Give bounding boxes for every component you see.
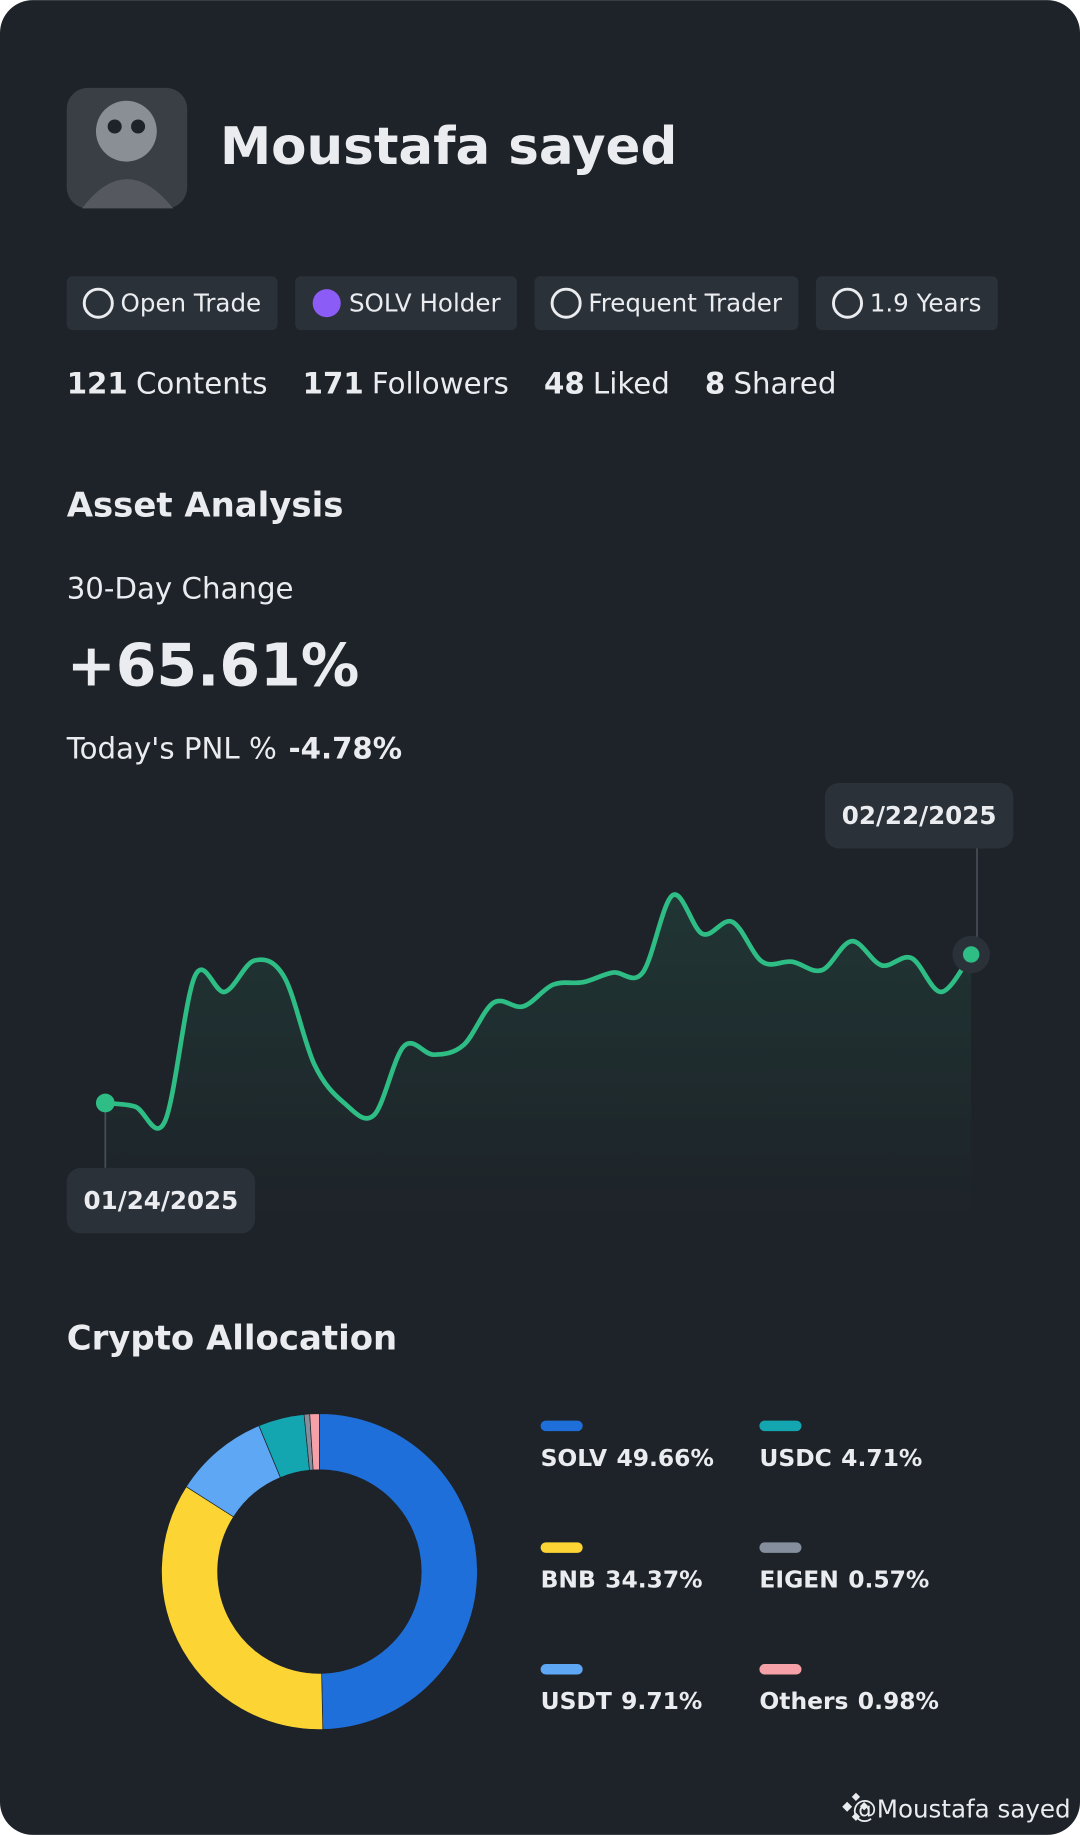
badge-background <box>534 276 799 331</box>
start-point <box>95 1093 115 1113</box>
change-value: +65.61% <box>67 632 360 700</box>
section-title: Asset Analysis <box>67 486 344 525</box>
change-label: 30-Day Change <box>67 571 294 605</box>
legend-swatch <box>759 1542 802 1553</box>
date-tooltip <box>66 1167 256 1234</box>
footer-logo <box>842 1792 869 1821</box>
stat-label: Shared <box>733 367 836 401</box>
badge-icon <box>832 287 864 319</box>
badge-label: SOLV Holder <box>349 288 502 317</box>
stat-count: 171 <box>303 367 364 401</box>
legend-name: SOLV <box>541 1444 608 1472</box>
badge-background <box>66 276 278 331</box>
date-tooltip <box>824 782 1014 849</box>
legend-name: EIGEN <box>759 1565 838 1593</box>
end-point <box>962 946 980 963</box>
legend-value: 49.66% <box>616 1444 713 1472</box>
stat-label: Followers <box>372 367 509 401</box>
legend-name: USDC <box>759 1444 831 1472</box>
badge-icon <box>312 289 341 318</box>
legend-swatch <box>759 1664 802 1675</box>
legend-value: 34.37% <box>605 1565 702 1593</box>
profile-name: Moustafa sayed <box>220 117 677 177</box>
pnl-label: Today's PNL % <box>66 732 277 766</box>
pnl-value: -4.78% <box>288 732 402 766</box>
legend-value: 4.71% <box>841 1444 922 1472</box>
end-date: 02/22/2025 <box>842 801 997 830</box>
badge: SOLV Holder <box>295 276 517 331</box>
donut-segment <box>319 1413 478 1730</box>
avatar <box>66 87 188 209</box>
badge: Open Trade <box>66 276 278 331</box>
stat-label: Liked <box>593 367 670 401</box>
legend-swatch <box>540 1420 583 1432</box>
section-title: Crypto Allocation <box>67 1319 397 1358</box>
badge: Frequent Trader <box>534 276 799 331</box>
line-area <box>105 894 972 1218</box>
badge: 1.9 Years <box>815 276 998 331</box>
badge-icon <box>550 287 582 319</box>
legend-name: BNB <box>541 1565 596 1593</box>
legend-value: 9.71% <box>621 1687 702 1715</box>
legend-swatch <box>540 1542 583 1553</box>
legend-name: Others <box>759 1687 848 1715</box>
legend-value: 0.98% <box>858 1687 939 1715</box>
start-date: 01/24/2025 <box>84 1186 239 1215</box>
donut-segment <box>309 1413 320 1471</box>
legend-swatch <box>540 1664 583 1675</box>
badge-label: 1.9 Years <box>870 288 982 317</box>
legend-name: USDT <box>541 1687 612 1715</box>
badge-background <box>295 276 517 331</box>
badge-label: Open Trade <box>121 288 262 317</box>
legend-value: 0.57% <box>848 1565 929 1593</box>
stat-count: 48 <box>544 367 585 401</box>
badge-icon <box>82 287 114 319</box>
stat-label: Contents <box>136 367 268 401</box>
footer-handle: @Moustafa sayed <box>852 1794 1070 1823</box>
badge-background <box>815 276 998 331</box>
stat-count: 121 <box>67 367 128 401</box>
line <box>105 892 974 1131</box>
stat-count: 8 <box>705 367 725 401</box>
legend-swatch <box>759 1420 802 1432</box>
donut-segment <box>161 1486 324 1730</box>
badge-label: Frequent Trader <box>588 288 783 317</box>
